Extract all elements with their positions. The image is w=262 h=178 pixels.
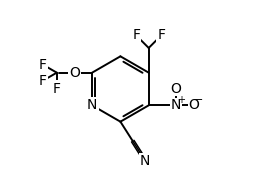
Text: F: F [157,28,165,42]
Text: F: F [132,28,140,42]
Text: O: O [69,66,80,80]
Text: N: N [140,154,150,167]
Text: O: O [188,98,199,112]
Text: F: F [53,82,61,96]
Text: F: F [39,58,47,72]
Text: −: − [194,95,203,105]
Text: N: N [87,98,97,112]
Text: F: F [39,74,47,88]
Text: O: O [171,82,182,96]
Text: N: N [171,98,181,112]
Text: +: + [177,95,185,105]
